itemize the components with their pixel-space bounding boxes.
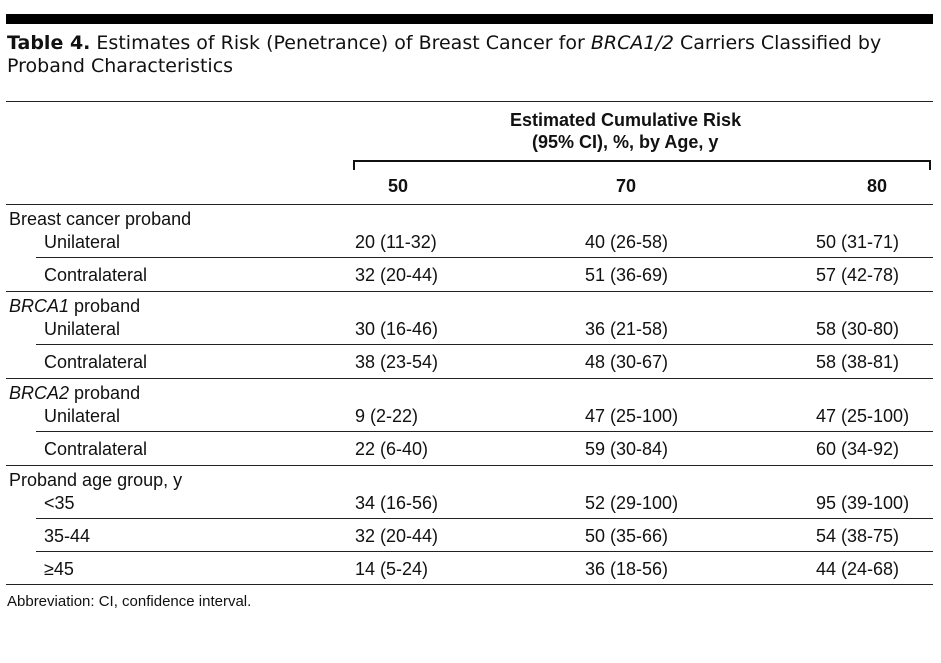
footnote: Abbreviation: CI, confidence interval. bbox=[7, 593, 252, 610]
row-rule bbox=[36, 551, 933, 552]
section-heading-text: Breast cancer proband bbox=[9, 209, 192, 229]
title-text-italic: BRCA1/2 bbox=[590, 32, 674, 54]
title-text-after: Carriers Classified by bbox=[673, 32, 882, 54]
table-title: Table 4. Estimates of Risk (Penetrance) … bbox=[7, 32, 932, 78]
row-label: Unilateral bbox=[44, 319, 121, 339]
table-cell: 52 (29-100) bbox=[585, 493, 679, 513]
row-label: <35 bbox=[44, 493, 75, 513]
row-rule bbox=[36, 344, 933, 345]
section-heading: Breast cancer proband bbox=[9, 208, 191, 230]
table-cell: 30 (16-46) bbox=[355, 319, 439, 339]
table-cell: 50 (31-71) bbox=[816, 232, 900, 252]
table-cell: 60 (34-92) bbox=[816, 439, 900, 459]
section-heading: Proband age group, y bbox=[9, 469, 182, 491]
table-cell: 58 (38-81) bbox=[816, 352, 900, 372]
row-label: ≥45 bbox=[44, 559, 74, 579]
table-cell: 36 (21-58) bbox=[585, 319, 669, 339]
table-cell: 32 (20-44) bbox=[355, 526, 439, 546]
table-cell: 57 (42-78) bbox=[816, 265, 900, 285]
section-heading: BRCA1 proband bbox=[9, 295, 140, 317]
table-cell: 9 (2-22) bbox=[355, 406, 419, 426]
section-heading-text: proband bbox=[69, 296, 141, 316]
table-cell: 95 (39-100) bbox=[816, 493, 910, 513]
table-cell: 48 (30-67) bbox=[585, 352, 669, 372]
group-header-line1: Estimated Cumulative Risk bbox=[510, 110, 742, 130]
table-cell: 32 (20-44) bbox=[355, 265, 439, 285]
title-text-before: Estimates of Risk (Penetrance) of Breast… bbox=[90, 32, 591, 54]
row-label: 35-44 bbox=[44, 526, 91, 546]
section-heading-text: Proband age group, y bbox=[9, 470, 183, 490]
row-label: Contralateral bbox=[44, 265, 148, 285]
row-label: Unilateral bbox=[44, 232, 121, 252]
section-heading: BRCA2 proband bbox=[9, 382, 140, 404]
table-cell: 47 (25-100) bbox=[816, 406, 910, 426]
row-rule bbox=[36, 518, 933, 519]
col-header-50: 50 bbox=[388, 176, 409, 196]
col-header-80: 80 bbox=[867, 176, 888, 196]
title-line2: Proband Characteristics bbox=[7, 55, 234, 77]
table-cell: 58 (30-80) bbox=[816, 319, 900, 339]
table-cell: 40 (26-58) bbox=[585, 232, 669, 252]
section-rule bbox=[6, 378, 933, 379]
row-rule bbox=[36, 257, 933, 258]
table-cell: 54 (38-75) bbox=[816, 526, 900, 546]
section-heading-text: proband bbox=[69, 383, 141, 403]
table-cell: 59 (30-84) bbox=[585, 439, 669, 459]
section-rule bbox=[6, 291, 933, 292]
table-cell: 22 (6-40) bbox=[355, 439, 429, 459]
table-cell: 34 (16-56) bbox=[355, 493, 439, 513]
group-header-line2: (95% CI), %, by Age, y bbox=[532, 132, 719, 152]
row-label: Unilateral bbox=[44, 406, 121, 426]
col-header-70: 70 bbox=[616, 176, 637, 196]
row-label: Contralateral bbox=[44, 352, 148, 372]
table-label: Table 4. bbox=[7, 32, 91, 54]
row-label: Contralateral bbox=[44, 439, 148, 459]
table-bottom-rule bbox=[6, 584, 933, 585]
table-cell: 20 (11-32) bbox=[355, 232, 437, 252]
section-rule bbox=[6, 465, 933, 466]
table-cell: 50 (35-66) bbox=[585, 526, 669, 546]
header-bottom-rule bbox=[6, 204, 933, 205]
top-bar bbox=[6, 14, 933, 24]
column-group-bracket bbox=[353, 160, 931, 170]
header-top-rule bbox=[6, 101, 933, 102]
table-cell: 36 (18-56) bbox=[585, 559, 669, 579]
section-heading-italic: BRCA2 bbox=[9, 383, 70, 403]
table-cell: 51 (36-69) bbox=[585, 265, 669, 285]
section-heading-italic: BRCA1 bbox=[9, 296, 70, 316]
table-cell: 14 (5-24) bbox=[355, 559, 429, 579]
table-cell: 47 (25-100) bbox=[585, 406, 679, 426]
table-cell: 44 (24-68) bbox=[816, 559, 900, 579]
row-rule bbox=[36, 431, 933, 432]
table-cell: 38 (23-54) bbox=[355, 352, 439, 372]
